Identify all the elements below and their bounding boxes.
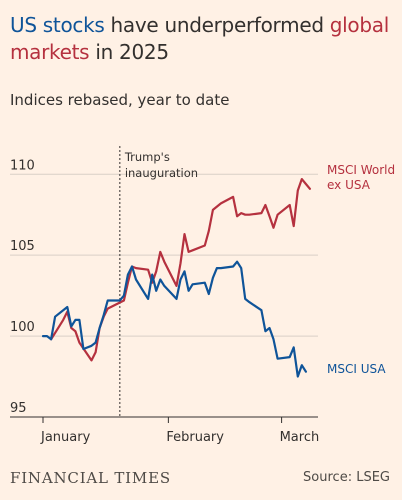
source-note: Source: LSEG [303,470,390,485]
chart-subtitle: Indices rebased, year to date [10,91,230,109]
y-tick-label-110: 110 [10,158,35,173]
annotation-label-line-2: inauguration [125,166,198,180]
y-tick-label-105: 105 [10,239,35,254]
series-label-msci-usa: MSCI USA [327,362,386,376]
title-middle-text: have underperformed [104,13,330,37]
series-line-msci-usa [41,260,307,378]
inauguration-annotation: Trump's inauguration [119,146,198,417]
ft-logo: FINANCIAL TIMES [10,469,171,487]
title-global-markets: global markets [10,13,389,64]
title-us-stocks: US stocks [10,13,105,37]
series-line-msci-world-ex-usa [49,178,311,362]
x-tick-label-january: January [40,430,91,445]
y-tick-label-95: 95 [10,401,27,416]
chart-title: US stocks have underperformed global mar… [10,12,400,66]
series-lines [41,178,311,378]
series-label-msci-world-line-1: MSCI World [327,163,395,177]
x-tick-label-february: February [166,430,224,445]
x-tick-label-march: March [280,430,320,445]
y-tick-label-100: 100 [10,320,35,335]
gridlines [10,173,318,337]
series-labels: MSCI World ex USA MSCI USA [327,163,395,376]
y-axis-tick-labels: 95 100 105 110 [10,158,35,416]
title-end-text: in 2025 [89,40,169,64]
annotation-label-line-1: Trump's [124,150,170,164]
x-axis-ticks: January February March [40,417,319,445]
series-label-msci-world-line-2: ex USA [327,178,371,192]
